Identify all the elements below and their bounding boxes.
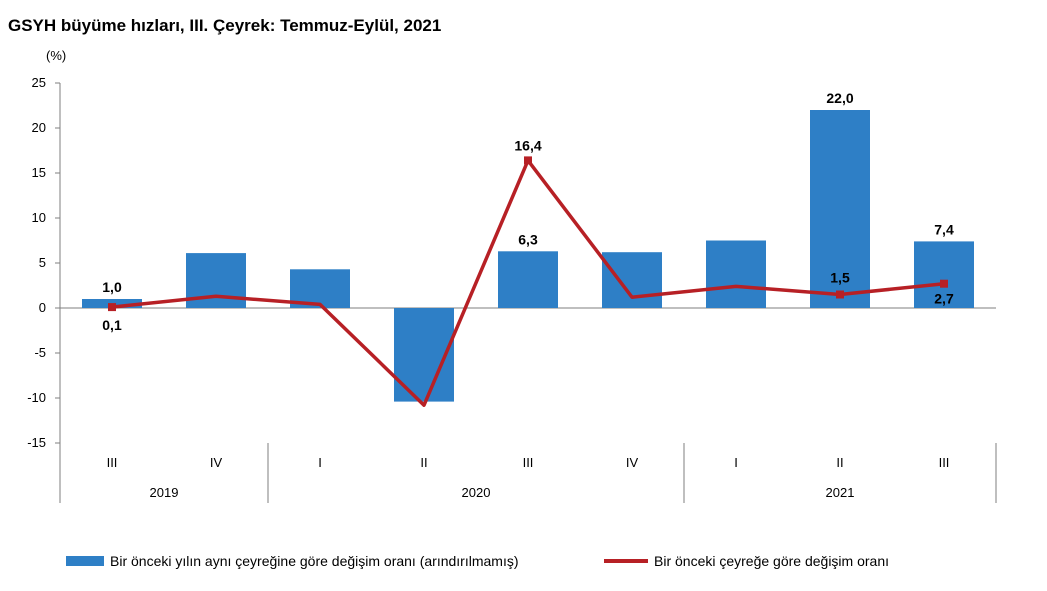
y-tick-label: 5 — [39, 255, 46, 270]
bar — [810, 110, 870, 308]
x-tick-label: IV — [626, 455, 639, 470]
y-tick-label: -5 — [34, 345, 46, 360]
line-data-label: 16,4 — [514, 137, 541, 153]
bar — [706, 240, 766, 308]
legend-line-series-label: Bir önceki çeyreğe göre değişim oranı — [654, 553, 889, 569]
y-axis-unit-label: (%) — [46, 48, 66, 63]
line-point-marker — [108, 303, 116, 312]
y-tick-label: 15 — [32, 165, 46, 180]
line-point-marker — [940, 279, 948, 288]
legend-bar-series-label: Bir önceki yılın aynı çeyreğine göre değ… — [110, 553, 519, 569]
y-tick-label: 10 — [32, 210, 46, 225]
bar-data-label: 22,0 — [826, 90, 853, 106]
legend-bar-swatch — [66, 556, 104, 566]
y-tick-label: -15 — [27, 435, 46, 450]
bar — [602, 252, 662, 308]
bar-data-label: 7,4 — [934, 221, 954, 237]
x-year-label: 2021 — [826, 485, 855, 500]
x-tick-label: IV — [210, 455, 223, 470]
line-point-marker — [524, 156, 532, 165]
x-tick-label: I — [318, 455, 322, 470]
line-data-label: 1,5 — [830, 270, 850, 286]
x-tick-label: III — [939, 455, 950, 470]
bar — [498, 251, 558, 308]
x-tick-label: II — [836, 455, 843, 470]
x-year-label: 2019 — [150, 485, 179, 500]
chart-title: GSYH büyüme hızları, III. Çeyrek: Temmuz… — [8, 16, 442, 35]
x-year-label: 2020 — [462, 485, 491, 500]
line-data-label: 2,7 — [934, 291, 954, 307]
x-tick-label: III — [107, 455, 118, 470]
line-data-label: 0,1 — [102, 317, 122, 333]
bar — [914, 241, 974, 308]
y-tick-label: 25 — [32, 75, 46, 90]
y-tick-label: -10 — [27, 390, 46, 405]
bar-data-label: 1,0 — [102, 279, 122, 295]
x-tick-label: III — [523, 455, 534, 470]
x-tick-label: II — [420, 455, 427, 470]
y-tick-label: 20 — [32, 120, 46, 135]
bar-data-label: 6,3 — [518, 231, 538, 247]
x-tick-label: I — [734, 455, 738, 470]
y-tick-label: 0 — [39, 300, 46, 315]
line-point-marker — [836, 290, 844, 299]
